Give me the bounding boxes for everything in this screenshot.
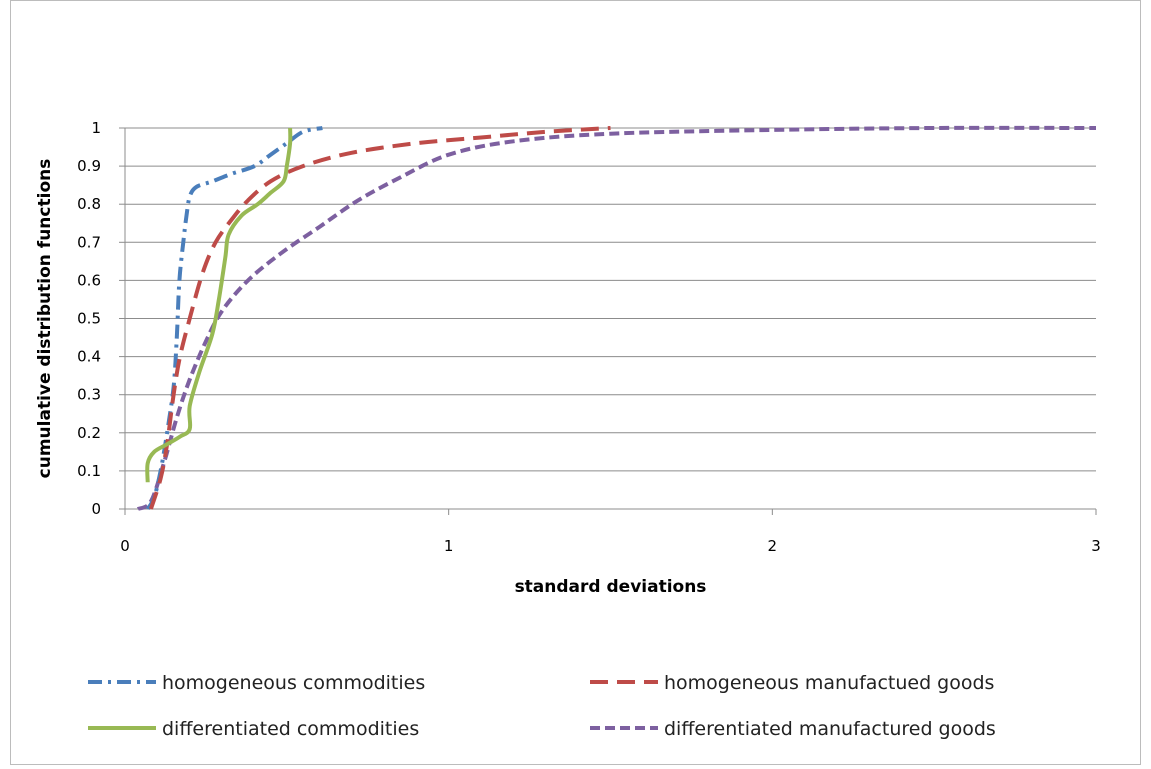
legend-label: homogeneous commodities xyxy=(162,672,425,694)
y-tick-label: 0.7 xyxy=(77,233,101,251)
series-lines xyxy=(136,125,1097,511)
y-tick-label: 0.9 xyxy=(77,157,101,175)
y-tick-label: 0.8 xyxy=(77,195,101,213)
legend: homogeneous commodities homogeneous manuf… xyxy=(88,672,996,740)
series-line-homogeneous-manufactued-goods xyxy=(148,126,611,510)
x-tick-label: 2 xyxy=(768,537,778,555)
x-axis-title: standard deviations xyxy=(515,577,707,597)
y-tick-label: 0.1 xyxy=(77,462,101,480)
series-line-differentiated-commodities xyxy=(145,127,293,483)
x-tick-label: 3 xyxy=(1091,537,1101,555)
y-tick-label: 0 xyxy=(91,500,101,518)
y-tick-label: 0.3 xyxy=(77,386,101,404)
x-tick-label: 1 xyxy=(444,537,454,555)
legend-label: homogeneous manufactued goods xyxy=(664,672,994,694)
y-tick-label: 0.2 xyxy=(77,424,101,442)
legend-label: differentiated manufactured goods xyxy=(664,718,996,740)
y-tick-label: 1 xyxy=(91,119,101,137)
y-tick-label: 0.6 xyxy=(77,271,101,289)
y-tick-label: 0.5 xyxy=(77,310,101,328)
y-tick-label: 0.4 xyxy=(77,348,101,366)
y-axis-title: cumulative distribution functions xyxy=(35,159,55,479)
legend-label: differentiated commodities xyxy=(162,718,419,740)
axes: 0 0.1 0.2 0.3 0.4 0.5 0.6 0.7 0.8 0.9 1 0 1 2 3 xyxy=(77,119,1101,555)
chart-frame xyxy=(10,0,1141,765)
series-line-homogeneous-commodities xyxy=(145,126,323,511)
x-tick-label: 0 xyxy=(120,537,130,555)
series-line-differentiated-manufactured-goods xyxy=(136,125,1097,511)
